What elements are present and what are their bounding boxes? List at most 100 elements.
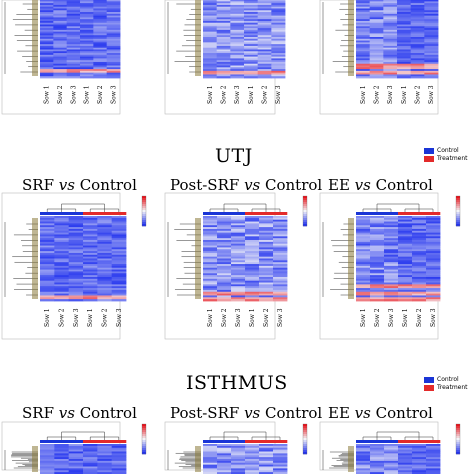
heatmap-cell bbox=[97, 260, 113, 263]
heatmap-cell bbox=[97, 286, 113, 289]
heatmap-cell bbox=[356, 40, 371, 43]
heatmap-cell bbox=[231, 273, 246, 276]
heatmap-cell bbox=[217, 260, 232, 263]
heatmap-cell bbox=[203, 240, 218, 243]
row-dendrogram-leaves bbox=[195, 0, 201, 76]
heatmap-cell bbox=[40, 3, 54, 6]
heatmap-cell bbox=[412, 265, 427, 269]
heatmap-cell bbox=[203, 286, 218, 289]
heatmap-cell bbox=[203, 243, 218, 246]
heatmap-cell bbox=[217, 269, 232, 272]
heatmap-cell bbox=[53, 4, 68, 8]
heatmap-cell bbox=[426, 238, 441, 241]
heatmap-cell bbox=[356, 17, 371, 20]
heatmap-cell bbox=[397, 61, 412, 65]
heatmap-cell bbox=[111, 223, 127, 226]
heatmap-cell bbox=[83, 455, 98, 458]
heatmap-cell bbox=[203, 241, 218, 245]
heatmap-cell bbox=[384, 289, 399, 293]
heatmap-cell bbox=[203, 8, 218, 11]
heatmap-cell bbox=[273, 276, 288, 280]
heatmap-cell bbox=[356, 288, 371, 291]
heatmap-cell bbox=[244, 13, 259, 17]
heatmap-cell bbox=[397, 63, 412, 66]
heatmap-cell bbox=[83, 252, 98, 256]
heatmap-cell bbox=[356, 26, 371, 29]
legend-treatment-label: Treatment bbox=[437, 155, 468, 162]
heatmap-cell bbox=[410, 26, 425, 29]
heatmap-cell bbox=[40, 299, 55, 302]
heatmap-cell bbox=[230, 74, 245, 77]
heatmap-cell bbox=[257, 67, 272, 70]
heatmap-cell bbox=[231, 289, 246, 293]
row-dendrogram bbox=[322, 218, 354, 299]
heatmap-cell bbox=[230, 45, 245, 49]
sample-label: Sow 2 bbox=[374, 308, 381, 327]
heatmap-cell bbox=[54, 470, 70, 473]
heatmap-cell bbox=[398, 252, 413, 256]
heatmap-cell bbox=[369, 53, 384, 56]
heatmap-cell bbox=[383, 33, 398, 36]
heatmap-cell bbox=[271, 45, 286, 49]
heatmap-cell bbox=[356, 269, 371, 272]
heatmap-cell bbox=[66, 54, 81, 58]
heatmap-cell bbox=[68, 260, 84, 263]
heatmap-cell bbox=[245, 275, 260, 278]
heatmap-cell bbox=[111, 280, 127, 283]
heatmap-cell bbox=[412, 271, 427, 274]
heatmap-cell bbox=[54, 293, 70, 296]
heatmap-cell bbox=[54, 468, 70, 471]
heatmap-cell bbox=[54, 228, 70, 232]
heatmap-cell bbox=[410, 69, 425, 72]
heatmap-cell bbox=[383, 70, 398, 74]
heatmap-cell bbox=[356, 243, 371, 246]
group-bar-cell bbox=[273, 212, 288, 215]
heatmap-cell bbox=[40, 275, 55, 278]
heatmap-cell bbox=[397, 22, 412, 25]
heatmap-cell bbox=[216, 15, 231, 18]
heatmap-cell bbox=[203, 42, 218, 45]
heatmap-cell bbox=[356, 236, 371, 239]
color-scale-step bbox=[303, 210, 307, 213]
heatmap-group: Sow 1 Sow 2 Sow 3 Sow 1 Sow 2 Sow 3 bbox=[319, 192, 461, 340]
heatmap-cell bbox=[93, 69, 108, 72]
heatmap-cell bbox=[273, 262, 288, 265]
heatmap-cell bbox=[245, 447, 260, 451]
heatmap-cell bbox=[40, 276, 55, 280]
heatmap-cell bbox=[370, 223, 385, 226]
heatmap-cell bbox=[383, 13, 398, 17]
heatmap-cell bbox=[93, 3, 108, 6]
heatmap-cell bbox=[217, 232, 232, 235]
heatmap-cell bbox=[398, 236, 413, 239]
heatmap-cell bbox=[398, 241, 413, 245]
heatmap-group: Sow 1 Sow 2 Sow 3 Sow 1 Sow 2 Sow 3 bbox=[1, 192, 147, 340]
heatmap-cell bbox=[410, 35, 425, 38]
heatmap-cell bbox=[68, 254, 84, 258]
heatmap-cell bbox=[259, 271, 274, 274]
heatmap-cell bbox=[80, 26, 94, 29]
heatmap-cell bbox=[356, 225, 371, 228]
heatmap-cell bbox=[66, 1, 81, 4]
heatmap-cell bbox=[412, 232, 427, 235]
heatmap-cell bbox=[384, 216, 399, 219]
heatmap-cell bbox=[383, 45, 398, 49]
heatmap-cell bbox=[231, 295, 246, 298]
heatmap-cell bbox=[80, 22, 94, 25]
heatmap-cell bbox=[203, 51, 218, 54]
heatmap-cell bbox=[216, 42, 231, 45]
heatmap-cell bbox=[384, 453, 399, 456]
heatmap-cell bbox=[356, 76, 371, 79]
heatmap-cell bbox=[397, 19, 412, 22]
heatmap-cell bbox=[244, 17, 259, 20]
heatmap-cell bbox=[398, 451, 413, 454]
heatmap-cell bbox=[111, 286, 127, 289]
heatmap-cell bbox=[244, 72, 259, 75]
heatmap-cell bbox=[97, 245, 113, 248]
heatmap-cell bbox=[40, 295, 55, 298]
color-scale-step bbox=[142, 452, 146, 455]
heatmap-cell bbox=[370, 230, 385, 234]
heatmap-cell bbox=[203, 40, 218, 43]
heatmap-cell bbox=[97, 289, 113, 293]
heatmap-cell bbox=[257, 58, 272, 61]
color-scale-step bbox=[456, 216, 460, 219]
